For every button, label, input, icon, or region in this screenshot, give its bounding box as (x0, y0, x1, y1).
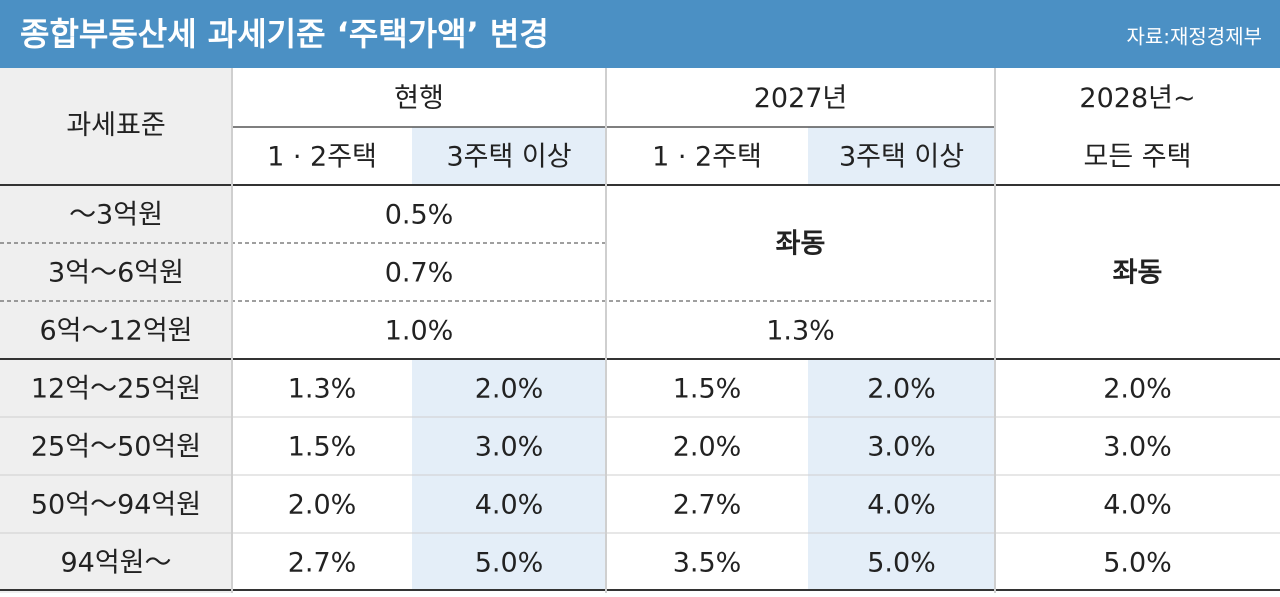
cell: 2.0% (475, 374, 544, 405)
cell: 3.0% (475, 432, 544, 463)
subheader: 1 · 2주택 (652, 142, 762, 173)
cell: 5.0% (1103, 548, 1172, 579)
title: 종합부동산세 과세기준 ‘주택가액’ 변경 (20, 15, 549, 53)
subheader: 3주택 이상 (446, 142, 571, 173)
corner-header: 과세표준 (66, 110, 165, 141)
cell: 2.0% (673, 432, 742, 463)
cell: 1.3% (766, 316, 835, 347)
row-label: 94억원～ (60, 548, 171, 579)
row-label: 6억～12억원 (39, 316, 192, 347)
cell: 2.0% (867, 374, 936, 405)
cell: 좌동 (1113, 258, 1163, 289)
cell: 2.7% (673, 490, 742, 521)
row-label: 12억～25억원 (31, 374, 201, 405)
group-header: 현행 (394, 83, 444, 114)
row-label: 25억～50억원 (31, 432, 201, 463)
subheader-bg (412, 127, 606, 185)
cell: 4.0% (867, 490, 936, 521)
cell: 3.0% (867, 432, 936, 463)
cell: 5.0% (475, 548, 544, 579)
cell: 5.0% (867, 548, 936, 579)
subheader: 3주택 이상 (839, 142, 964, 173)
cell: 1.5% (673, 374, 742, 405)
cell: 1.5% (288, 432, 357, 463)
row-label: ～3억원 (69, 200, 163, 231)
header-bar (0, 0, 1280, 68)
cell: 2.0% (1103, 374, 1172, 405)
subheader: 1 · 2주택 (267, 142, 377, 173)
row-label: 50억～94억원 (31, 490, 201, 521)
cell: 3.0% (1103, 432, 1172, 463)
cell: 4.0% (1103, 490, 1172, 521)
cell: 2.7% (288, 548, 357, 579)
subheader: 모든 주택 (1084, 142, 1192, 173)
cell: 3.5% (673, 548, 742, 579)
group-header: 2028년~ (1079, 83, 1195, 114)
cell: 0.7% (385, 258, 454, 289)
cell: 좌동 (776, 229, 826, 260)
cell: 1.0% (385, 316, 454, 347)
cell: 1.3% (288, 374, 357, 405)
cell: 0.5% (385, 200, 454, 231)
group-header: 2027년 (754, 83, 848, 114)
row-label: 3억～6억원 (48, 258, 184, 289)
cell: 4.0% (475, 490, 544, 521)
source: 자료:재정경제부 (1126, 25, 1262, 49)
label-column-bg (0, 68, 232, 593)
cell: 2.0% (288, 490, 357, 521)
subheader-bg (808, 127, 995, 185)
